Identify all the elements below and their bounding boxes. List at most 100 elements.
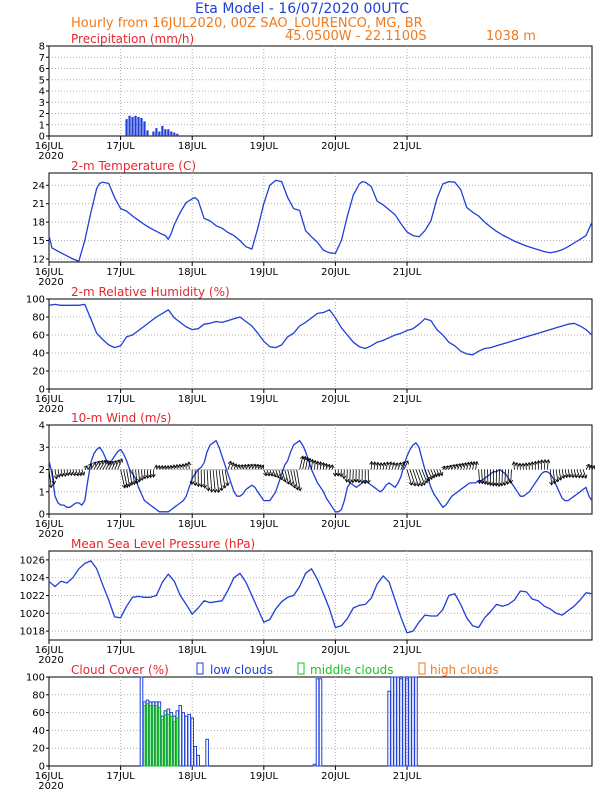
wind-arrow — [126, 469, 131, 487]
wind-arrow — [99, 460, 106, 470]
mid-cloud-bar — [173, 721, 176, 767]
temp-xtick-label: 16JUL — [35, 267, 64, 278]
wind-arrow-head — [242, 464, 247, 469]
cloud-xtick-label: 19JUL — [250, 771, 279, 782]
wind-arrow-head — [137, 478, 142, 483]
wind-arrow-head — [404, 460, 409, 465]
wind-arrow — [251, 463, 256, 470]
wind-panel: 0 1 2 3 4 16JUL 17JUL 18JUL 19JUL 20JUL 21JUL 2020 1… — [35, 411, 595, 540]
low-cloud-bar — [408, 676, 412, 767]
mslp-xtick-label: 18JUL — [178, 645, 207, 656]
wind-arrow-head — [112, 460, 117, 465]
mslp-ytick-label: 1026 — [20, 555, 45, 566]
rh-xtick-label: 20JUL — [321, 394, 350, 405]
low-cloud-bar — [139, 676, 144, 767]
wind-arrow-head — [235, 463, 241, 469]
wind-arrow — [457, 463, 461, 470]
rh-title: 2-m Relative Humidity (%) — [71, 285, 230, 299]
rh-xtick-label: 21JUL — [393, 394, 422, 405]
wind-arrow-head — [219, 487, 224, 492]
cloud-year-label: 2020 — [38, 781, 63, 792]
wind-arrow-head — [186, 461, 192, 466]
wind-arrow — [540, 459, 543, 470]
wind-arrow — [567, 469, 571, 478]
wind-arrow — [239, 464, 243, 470]
wind-xtick-label: 16JUL — [35, 519, 64, 530]
low-cloud-bar — [178, 704, 183, 767]
cloud-xtick-label: 21JUL — [393, 771, 422, 782]
low-clouds-legend-swatch — [196, 662, 204, 675]
wind-arrow-head — [251, 463, 256, 468]
wind-arrow-head — [53, 475, 59, 480]
wind-arrow-head — [453, 463, 459, 468]
wind-arrow — [427, 469, 433, 480]
wind-ytick-label: 2 — [39, 465, 45, 476]
wind-arrow — [430, 469, 435, 478]
wind-arrow — [308, 458, 311, 470]
wind-arrow-head — [590, 465, 595, 470]
wind-arrow-head — [151, 473, 156, 478]
wind-arrow — [227, 461, 232, 470]
wind-arrow — [302, 456, 306, 470]
wind-arrow-head — [318, 461, 323, 466]
wind-arrow-head — [511, 461, 517, 466]
wind-arrow-head — [199, 483, 204, 488]
wind-arrow-head — [257, 464, 262, 469]
mslp-xtick-label: 17JUL — [106, 645, 135, 656]
wind-arrow — [391, 462, 395, 470]
wind-arrow — [451, 464, 455, 470]
wind-arrow — [117, 458, 123, 470]
low-cloud-bar — [315, 678, 320, 767]
wind-arrow — [218, 469, 223, 491]
wind-arrow — [409, 469, 416, 486]
wind-arrow — [272, 469, 276, 477]
wind-arrow-head — [154, 464, 159, 469]
wind-arrow-head — [514, 461, 520, 466]
wind-arrow-head — [321, 461, 326, 466]
wind-arrow-head — [285, 480, 291, 485]
temp-xtick-label: 18JUL — [178, 267, 207, 278]
low-cloud-bar — [193, 745, 197, 767]
precip-bar — [155, 128, 158, 136]
wind-year-label: 2020 — [38, 529, 63, 540]
wind-arrow — [293, 469, 298, 490]
wind-arrow — [69, 469, 72, 476]
low-cloud-bar — [181, 712, 186, 767]
wind-arrow-head — [205, 487, 211, 492]
precip-bar — [125, 119, 128, 136]
low-cloud-bar — [402, 676, 406, 767]
rh-ytick-label: 0 — [39, 385, 45, 396]
wind-title: 10-m Wind (m/s) — [71, 411, 171, 425]
wind-arrow-head — [312, 459, 318, 464]
wind-arrow — [588, 465, 593, 470]
wind-ytick-label: 3 — [39, 443, 45, 454]
wind-arrow — [403, 460, 409, 470]
wind-arrow-head — [98, 460, 103, 465]
precip-xtick-label: 20JUL — [321, 141, 350, 152]
wind-ytick-label: 1 — [39, 487, 45, 498]
rh-xtick-label: 18JUL — [178, 394, 207, 405]
wind-arrow — [63, 469, 66, 477]
wind-arrow — [275, 469, 279, 478]
wind-arrow — [481, 469, 483, 484]
rh-xtick-label: 16JUL — [35, 394, 64, 405]
wind-arrow — [448, 465, 452, 470]
precip-bar — [131, 116, 134, 136]
wind-arrow — [349, 469, 351, 484]
precip-bar — [176, 133, 179, 136]
wind-arrow — [406, 469, 412, 486]
precip-bar — [173, 132, 176, 136]
rh-ytick-label: 20 — [32, 367, 45, 378]
wind-arrow — [51, 469, 55, 485]
wind-arrow — [281, 469, 286, 482]
wind-arrow — [421, 469, 428, 483]
wind-arrow — [394, 462, 398, 470]
wind-arrow — [87, 463, 92, 470]
wind-arrow — [96, 460, 103, 470]
mslp-year-label: 2020 — [38, 655, 63, 666]
wind-arrow — [135, 469, 138, 484]
low-cloud-bar — [184, 715, 189, 767]
wind-arrow-head — [225, 482, 230, 487]
wind-ytick-label: 4 — [39, 421, 45, 432]
